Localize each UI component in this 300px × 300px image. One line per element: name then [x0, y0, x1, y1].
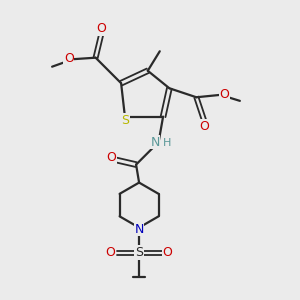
Text: O: O	[106, 246, 116, 259]
Text: O: O	[200, 120, 209, 133]
Text: N: N	[150, 136, 160, 148]
Text: O: O	[106, 151, 116, 164]
Text: S: S	[121, 114, 129, 127]
Text: S: S	[135, 246, 143, 259]
Text: N: N	[134, 223, 144, 236]
Text: O: O	[64, 52, 74, 65]
Text: O: O	[97, 22, 106, 35]
Text: H: H	[163, 138, 171, 148]
Text: O: O	[163, 246, 172, 259]
Text: O: O	[220, 88, 230, 101]
